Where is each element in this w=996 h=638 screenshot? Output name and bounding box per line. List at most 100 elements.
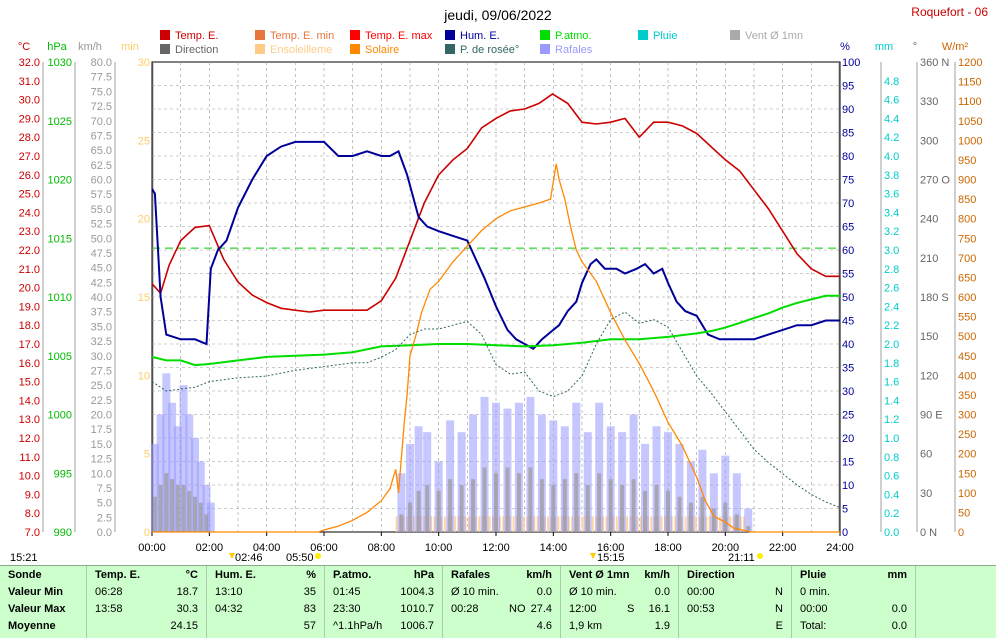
tick-label-minutes: 10 (138, 370, 150, 382)
tick-label-rain: 2.2 (884, 320, 899, 332)
gust-bar (721, 455, 730, 532)
sunshine-bar (591, 516, 594, 532)
cell-value: °C (185, 569, 198, 581)
cell-value: 18.7 (176, 586, 198, 598)
tick-label-direction: 90 E (920, 410, 943, 422)
tick-label-solar: 100 (958, 488, 976, 500)
table-row: 13:10 35 (207, 584, 324, 601)
tick-label-minutes: 15 (138, 292, 150, 304)
tick-label-wind: 62.5 (91, 160, 112, 172)
wind-bar (551, 485, 556, 532)
tick-label-humidity: 40 (842, 339, 854, 351)
tick-label-solar: 250 (958, 429, 976, 441)
tick-label-solar: 150 (958, 468, 976, 480)
sunshine-bar (454, 516, 457, 532)
tick-label-solar: 850 (958, 194, 976, 206)
wind-bar (193, 496, 197, 532)
tick-label-solar: 750 (958, 233, 976, 245)
legend-swatch (350, 30, 360, 40)
sunrise-label: 05:50 (286, 552, 314, 564)
table-row: E (679, 618, 791, 635)
cell-value: 4.6 (536, 620, 552, 632)
cell-time: P.atmo. (333, 569, 372, 581)
legend-swatch (160, 30, 170, 40)
wind-bar (436, 490, 441, 532)
gust-bar (549, 420, 558, 532)
cell-value: 0.0 (891, 620, 907, 632)
table-col-temp: Temp. E. °C 06:28 18.7 13:58 30.3 24.15 (87, 566, 207, 638)
sunshine-bar (557, 516, 560, 532)
table-row: Moyenne (0, 618, 86, 635)
axis-unit-direction: ° (913, 41, 917, 53)
tick-label-solar: 900 (958, 175, 976, 187)
cell-time: Hum. E. (215, 569, 256, 581)
sunshine-bar (719, 516, 722, 532)
wind-bar (620, 485, 625, 532)
wind-bar (734, 514, 739, 532)
series-line (151, 294, 840, 367)
table-row: ^1.1hPa/h 1006.7 (325, 618, 442, 635)
wind-bar (204, 514, 209, 532)
legend-label: Hum. E. (460, 30, 500, 42)
cell-time: ^1.1hPa/h (333, 620, 383, 632)
wind-bar (643, 490, 648, 532)
tick-label-rain: 0.4 (884, 489, 899, 501)
axis-unit-wind: km/h (78, 41, 102, 53)
wind-bar (516, 473, 521, 532)
gust-bar (150, 443, 159, 532)
tick-label-humidity: 10 (842, 480, 854, 492)
tick-label-wind: 75.0 (91, 86, 112, 98)
cell-time: Temp. E. (95, 569, 141, 581)
cell-value: E (775, 620, 783, 632)
tick-label-wind: 12.5 (91, 454, 112, 466)
table-row: 57 (207, 618, 324, 635)
gust-bar (698, 449, 707, 532)
tick-label-rain: 4.6 (884, 95, 899, 107)
cell-value: N (775, 586, 783, 598)
tick-label-rain: 4.8 (884, 76, 899, 88)
sunshine-bar (626, 516, 629, 532)
tick-label-rain: 3.2 (884, 226, 899, 238)
x-tick-label: 06:00 (310, 542, 338, 554)
axis-pressure: hPa 990 995 1000 1005 1010 1015 1020 1025 1030 (47, 41, 76, 539)
wind-bar (746, 526, 751, 532)
sunshine-bar (488, 516, 491, 532)
tick-label-wind: 35.0 (91, 321, 112, 333)
tick-label-temp: 11.0 (19, 452, 40, 464)
sunshine-bar (615, 516, 618, 532)
tick-label-direction: 30 (920, 488, 932, 500)
tick-label-rain: 0.2 (884, 508, 899, 520)
tick-label-solar: 1050 (958, 116, 982, 128)
legend-swatch (255, 44, 265, 54)
sunset-label: 21:11 (728, 552, 755, 564)
tick-label-rain: 3.4 (884, 207, 899, 219)
sunshine-bar (547, 516, 550, 532)
series-line (151, 140, 840, 350)
tick-label-temp: 10.0 (19, 471, 40, 483)
legend-swatch (638, 30, 648, 40)
tick-label-wind: 55.0 (91, 204, 112, 216)
gust-bar (168, 402, 177, 532)
wind-bar (666, 490, 670, 532)
table-row: 04:32 83 (207, 601, 324, 618)
tick-label-wind: 72.5 (91, 101, 112, 113)
tick-label-humidity: 50 (842, 292, 854, 304)
cell-value: mm (887, 569, 907, 581)
tick-label-minutes: 5 (144, 449, 150, 461)
axis-unit-humidity: % (840, 41, 850, 53)
legend-label: Temp. E. (175, 30, 218, 42)
cell-value: 16.1 (648, 603, 670, 615)
tick-label-temp: 17.0 (19, 339, 40, 351)
wind-bar (399, 514, 404, 532)
legend-label: Pluie (653, 30, 677, 42)
x-tick-label: 20:00 (712, 542, 740, 554)
sun-marker-icon (590, 553, 596, 559)
gust-bar (202, 485, 211, 532)
sunshine-bar (478, 516, 481, 532)
gust-bar (414, 426, 423, 532)
tick-label-pressure: 1005 (48, 351, 72, 363)
tick-label-temp: 13.0 (19, 414, 40, 426)
sunshine-bar (571, 516, 574, 532)
tick-label-solar: 1150 (958, 77, 982, 89)
tick-label-wind: 27.5 (91, 365, 112, 377)
